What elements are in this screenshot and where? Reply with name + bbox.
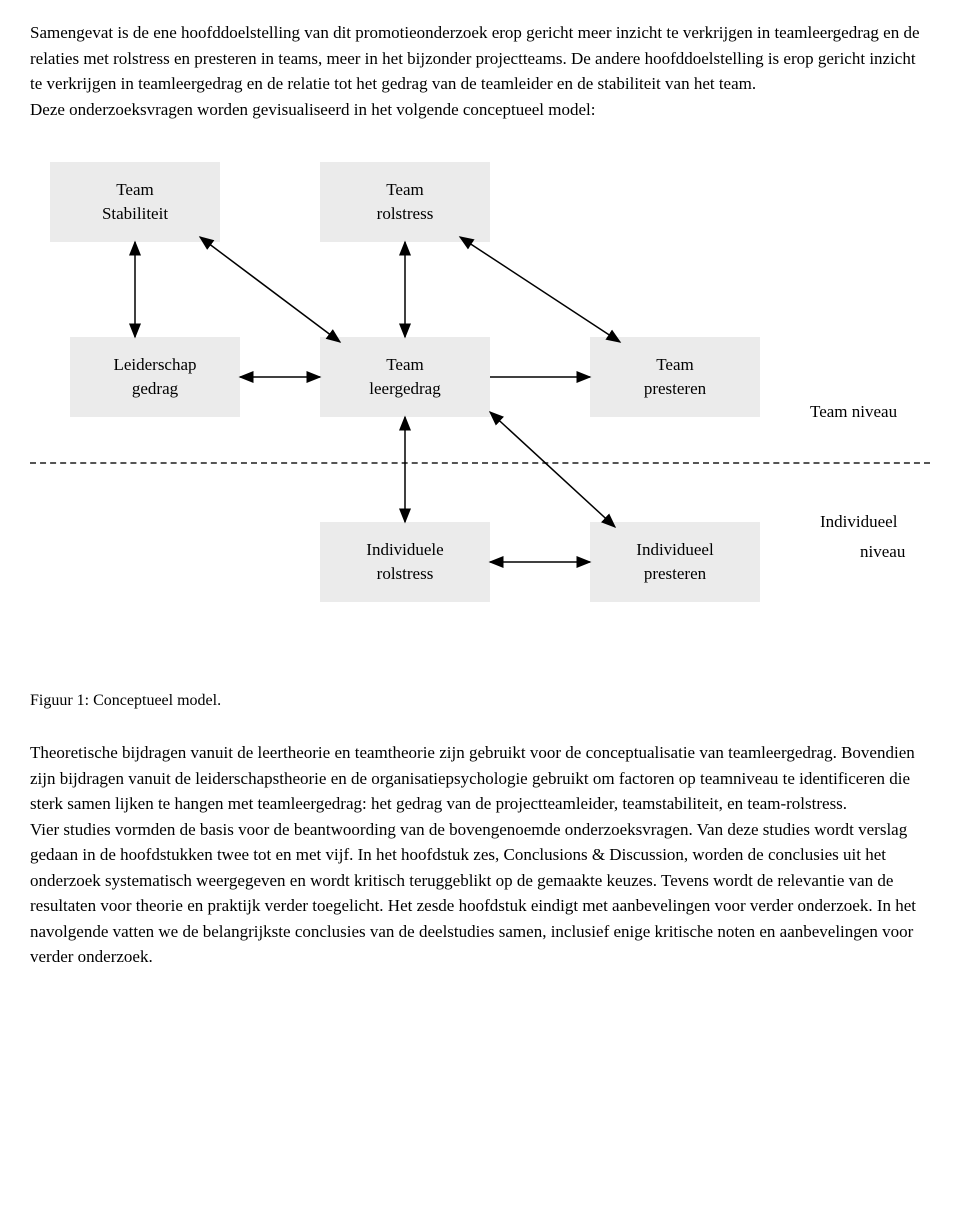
label-individueel-1: Individueel [820,512,897,532]
node-individueel-presteren: Individueel presteren [590,522,760,602]
intro-paragraph: Samengevat is de ene hoofddoelstelling v… [30,23,920,93]
label-text: Individueel [820,512,897,531]
node-line1: Team [386,178,424,202]
label-text: Team niveau [810,402,897,421]
outro-block: Theoretische bijdragen vanuit de leerthe… [30,740,930,970]
node-team-stabiliteit: Team Stabiliteit [50,162,220,242]
intro-paragraph-block: Samengevat is de ene hoofddoelstelling v… [30,20,930,122]
outro-paragraph-2: Vier studies vormden de basis voor de be… [30,820,916,967]
node-line2: rolstress [377,202,434,226]
label-text: niveau [860,542,905,561]
intro-line2: Deze onderzoeksvragen worden gevisualise… [30,100,596,119]
node-line1: Team [116,178,154,202]
node-line1: Individueel [636,538,713,562]
label-team-niveau: Team niveau [810,402,897,422]
node-line2: gedrag [132,377,178,401]
conceptual-model-diagram: Team Stabiliteit Team rolstress Leidersc… [30,162,930,662]
node-line2: Stabiliteit [102,202,168,226]
node-line1: Team [656,353,694,377]
node-line2: rolstress [377,562,434,586]
node-individuele-rolstress: Individuele rolstress [320,522,490,602]
node-line1: Team [386,353,424,377]
node-line1: Leiderschap [113,353,196,377]
node-team-leergedrag: Team leergedrag [320,337,490,417]
node-line2: leergedrag [369,377,440,401]
outro-paragraph-1: Theoretische bijdragen vanuit de leerthe… [30,743,915,813]
figure-caption: Figuur 1: Conceptueel model. [30,692,930,710]
label-individueel-2: niveau [860,542,905,562]
node-team-presteren: Team presteren [590,337,760,417]
node-line2: presteren [644,562,706,586]
node-leiderschap-gedrag: Leiderschap gedrag [70,337,240,417]
node-team-rolstress: Team rolstress [320,162,490,242]
level-divider [30,462,930,464]
node-line2: presteren [644,377,706,401]
node-line1: Individuele [366,538,443,562]
